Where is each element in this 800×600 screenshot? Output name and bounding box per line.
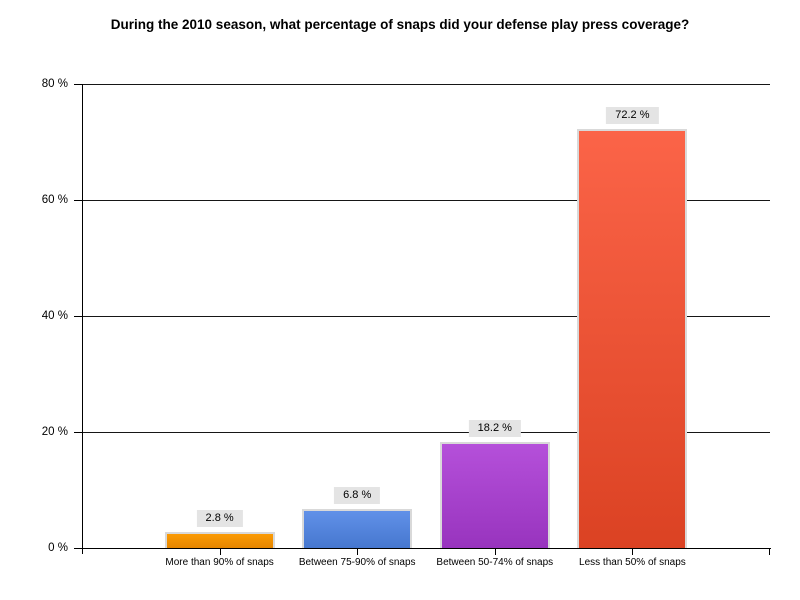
y-axis-tick bbox=[74, 200, 82, 201]
bar bbox=[577, 129, 688, 548]
x-axis-tick bbox=[494, 549, 496, 555]
y-axis-label: 60 % bbox=[41, 194, 68, 206]
y-axis-label: 80 % bbox=[41, 78, 68, 90]
y-axis-tick bbox=[74, 548, 82, 549]
bar-value-label: 2.8 % bbox=[196, 510, 243, 527]
y-axis-tick bbox=[74, 316, 82, 317]
y-axis-label: 20 % bbox=[41, 426, 68, 438]
y-axis-tick bbox=[74, 432, 82, 433]
bar bbox=[439, 442, 550, 548]
x-axis-label: More than 90% of snaps bbox=[165, 557, 274, 568]
bar bbox=[164, 532, 275, 548]
x-axis-tick bbox=[357, 549, 359, 555]
gridline bbox=[83, 316, 770, 317]
chart-title: During the 2010 season, what percentage … bbox=[110, 17, 690, 32]
x-axis-label: Between 50-74% of snaps bbox=[436, 557, 554, 568]
x-axis-end-tick bbox=[769, 549, 770, 555]
x-axis-label: Less than 50% of snaps bbox=[579, 557, 686, 568]
x-axis-tick bbox=[632, 549, 634, 555]
gridline bbox=[83, 200, 770, 201]
bar-value-label: 18.2 % bbox=[468, 420, 521, 437]
gridline bbox=[83, 432, 770, 433]
y-axis-label: 40 % bbox=[41, 310, 68, 322]
x-axis bbox=[82, 548, 771, 549]
bar bbox=[302, 509, 413, 548]
bar-value-label: 6.8 % bbox=[334, 487, 381, 504]
gridline bbox=[83, 84, 770, 85]
x-axis-label: Between 75-90% of snaps bbox=[298, 557, 416, 568]
plot-area: 0 % 20 % 40 % 60 % 80 % 2.8 % More than 90% of… bbox=[42, 78, 771, 568]
y-axis bbox=[82, 84, 83, 554]
y-axis-tick bbox=[74, 84, 82, 85]
bar-value-label: 72.2 % bbox=[606, 107, 659, 124]
x-axis-tick bbox=[219, 549, 221, 555]
y-axis-label: 0 % bbox=[48, 542, 68, 554]
